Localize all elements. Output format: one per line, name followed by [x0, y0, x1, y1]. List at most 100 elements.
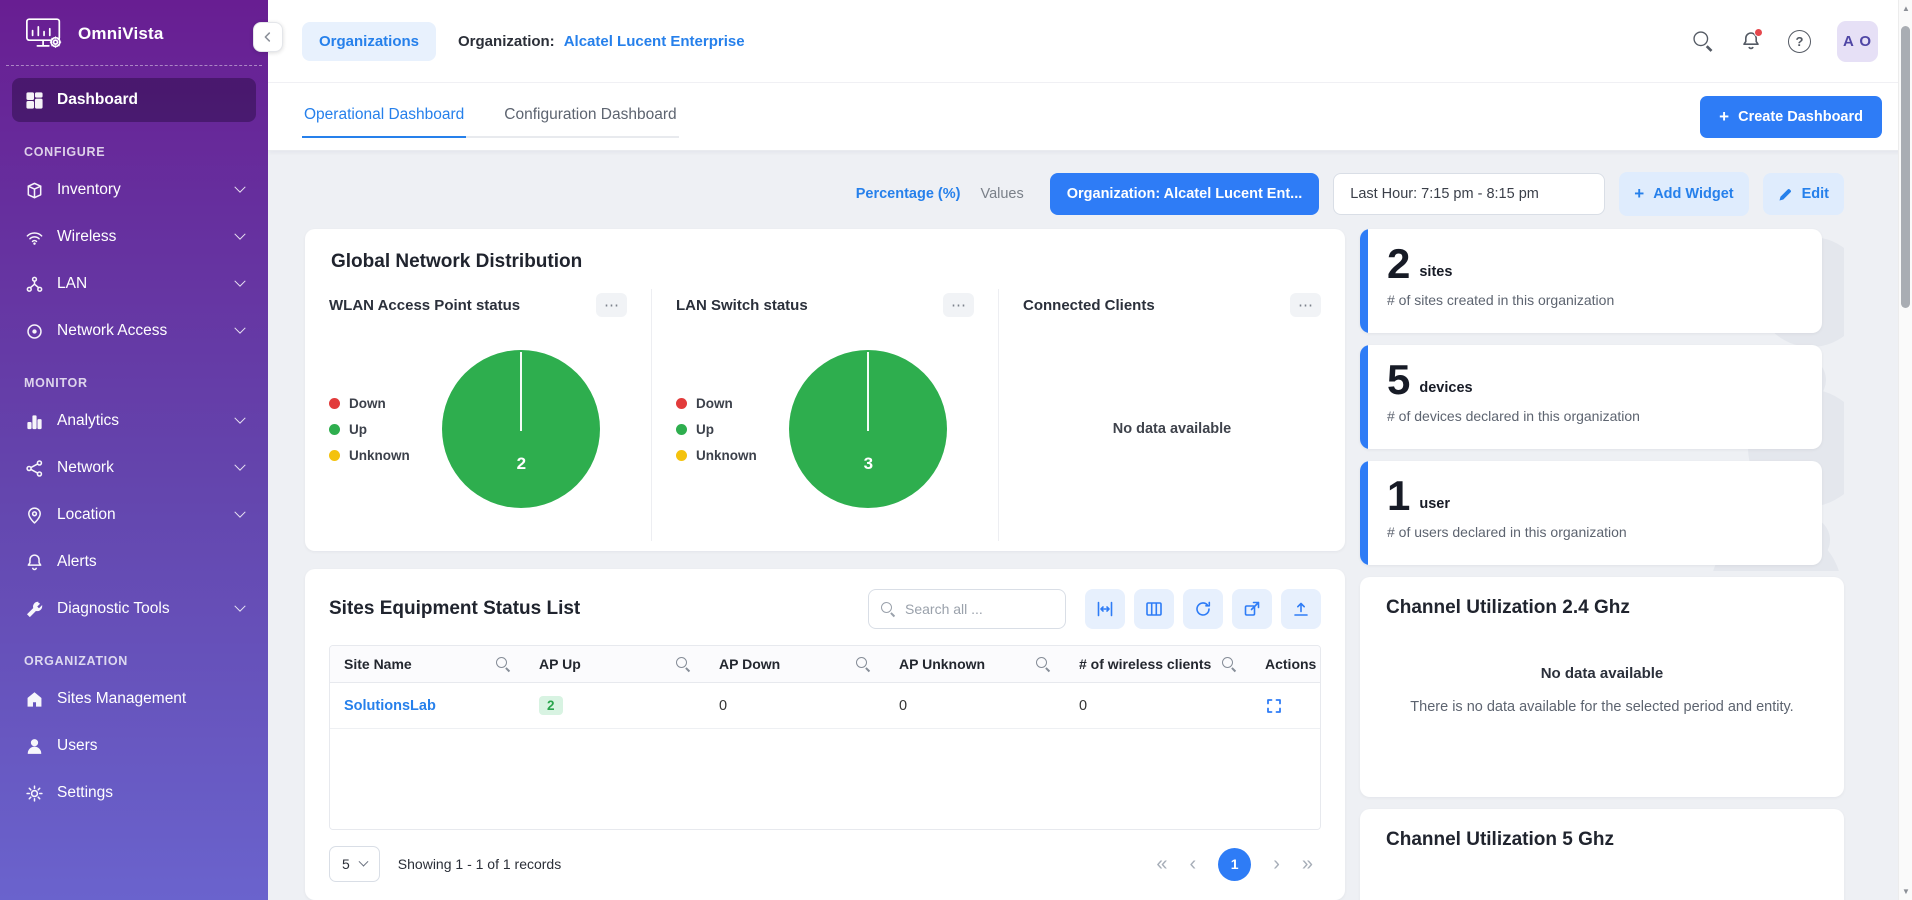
notifications-bell-icon[interactable]	[1740, 28, 1763, 52]
plus-icon	[1634, 185, 1644, 203]
refresh-button[interactable]	[1183, 589, 1223, 629]
column-search-icon[interactable]	[676, 656, 691, 672]
more-options-icon[interactable]	[943, 293, 974, 317]
more-options-icon[interactable]	[596, 293, 627, 317]
sidebar-item-label: Dashboard	[57, 91, 138, 108]
search-all-box	[868, 589, 1066, 629]
site-name-link[interactable]: SolutionsLab	[344, 697, 436, 714]
chevron-left-icon	[264, 32, 271, 42]
sidebar-item-alerts[interactable]: Alerts	[12, 540, 256, 584]
legend-label: Up	[696, 421, 714, 437]
dashboard-tabs-bar: Operational Dashboard Configuration Dash…	[268, 83, 1912, 151]
add-widget-button[interactable]: Add Widget	[1619, 172, 1749, 216]
fit-width-button[interactable]	[1085, 589, 1125, 629]
stat-value: 5	[1387, 356, 1411, 403]
search-all-input[interactable]	[905, 601, 1053, 617]
organization-name-link[interactable]: Alcatel Lucent Enterprise	[563, 32, 745, 50]
vertical-scrollbar[interactable]	[1898, 0, 1912, 900]
lan-switch-pie-chart[interactable]: 3	[789, 350, 948, 508]
sidebar-item-location[interactable]: Location	[12, 493, 256, 537]
sidebar-item-label: Network Access	[57, 322, 168, 339]
search-icon	[881, 601, 896, 617]
tab-operational-dashboard[interactable]: Operational Dashboard	[302, 96, 467, 138]
chevron-down-icon	[358, 856, 369, 867]
sidebar-item-dashboard[interactable]: Dashboard	[12, 78, 256, 122]
export-button[interactable]	[1232, 589, 1272, 629]
wlan-ap-pie-chart[interactable]: 2	[442, 350, 601, 508]
column-header-ap-down[interactable]: AP Down	[705, 646, 885, 682]
right-column: 2 sites # of sites created in this organ…	[1360, 229, 1844, 900]
yellow-dot-icon	[676, 449, 687, 461]
column-label: AP Unknown	[899, 656, 986, 672]
stat-description: # of sites created in this organization	[1387, 291, 1615, 308]
network-access-icon	[24, 321, 44, 341]
stat-value: 2	[1387, 240, 1411, 287]
column-search-icon[interactable]	[1036, 656, 1051, 672]
scrollbar-thumb[interactable]	[1901, 26, 1910, 308]
column-search-icon[interactable]	[1222, 656, 1237, 672]
sidebar-item-network-access[interactable]: Network Access	[12, 309, 256, 353]
add-widget-label: Add Widget	[1653, 186, 1734, 202]
plus-icon	[1719, 108, 1729, 126]
tab-configuration-dashboard[interactable]: Configuration Dashboard	[504, 105, 677, 123]
column-header-site-name[interactable]: Site Name	[330, 646, 525, 682]
avatar[interactable]: A O	[1837, 20, 1878, 62]
fit-width-icon	[1097, 601, 1113, 617]
create-dashboard-button[interactable]: Create Dashboard	[1700, 95, 1882, 138]
global-network-title: Global Network Distribution	[331, 251, 583, 272]
edit-button[interactable]: Edit	[1762, 173, 1844, 215]
sidebar-item-users[interactable]: Users	[12, 724, 256, 768]
expand-row-button[interactable]	[1265, 697, 1283, 715]
ap-up-badge: 2	[539, 696, 563, 715]
column-header-ap-unknown[interactable]: AP Unknown	[885, 646, 1065, 682]
edit-label: Edit	[1801, 186, 1829, 202]
gear-icon	[24, 783, 44, 803]
column-header-actions: Actions	[1251, 646, 1320, 682]
upload-button[interactable]	[1281, 589, 1321, 629]
page-size-select[interactable]: 5	[329, 846, 380, 882]
sidebar-item-sites-management[interactable]: Sites Management	[12, 677, 256, 721]
column-header-wireless-clients[interactable]: # of wireless clients	[1065, 646, 1251, 682]
sidebar-item-label: Inventory	[57, 181, 121, 198]
toggle-percentage[interactable]: Percentage (%)	[855, 186, 961, 202]
pie-legend: Down Up Unknown	[676, 396, 757, 463]
last-page-button[interactable]	[1302, 854, 1313, 874]
sidebar-item-wireless[interactable]: Wireless	[12, 215, 256, 259]
next-page-button[interactable]	[1273, 854, 1280, 874]
stat-unit: sites	[1419, 263, 1453, 280]
chevron-down-icon	[234, 275, 246, 287]
sidebar-collapse-button[interactable]	[253, 22, 283, 52]
sidebar-item-lan[interactable]: LAN	[12, 262, 256, 306]
pencil-icon	[1779, 188, 1791, 200]
chevron-down-icon	[234, 600, 246, 612]
scroll-down-arrow[interactable]	[1899, 887, 1912, 896]
column-header-ap-up[interactable]: AP Up	[525, 646, 705, 682]
current-page-button[interactable]: 1	[1218, 847, 1252, 881]
previous-page-button[interactable]	[1190, 854, 1197, 874]
sidebar-item-settings[interactable]: Settings	[12, 771, 256, 815]
help-icon[interactable]	[1788, 29, 1811, 53]
column-search-icon[interactable]	[856, 656, 871, 672]
column-search-icon[interactable]	[496, 656, 511, 672]
organizations-button[interactable]: Organizations	[302, 21, 437, 61]
first-page-button[interactable]	[1156, 854, 1167, 874]
search-icon[interactable]	[1693, 30, 1714, 49]
header-actions: A O	[1693, 20, 1878, 62]
notification-badge	[1754, 28, 1763, 37]
sidebar-item-network[interactable]: Network	[12, 446, 256, 490]
organization-filter-button[interactable]: Organization: Alcatel Lucent Ent...	[1049, 173, 1320, 215]
toggle-values[interactable]: Values	[980, 186, 1024, 202]
sidebar-item-label: Sites Management	[57, 690, 187, 707]
channel-5-title: Channel Utilization 5 Ghz	[1386, 829, 1615, 850]
more-options-icon[interactable]	[1290, 293, 1321, 317]
stat-description: # of users declared in this organization	[1387, 523, 1627, 540]
columns-button[interactable]	[1134, 589, 1174, 629]
sidebar-item-inventory[interactable]: Inventory	[12, 168, 256, 212]
scroll-up-arrow[interactable]	[1899, 4, 1912, 13]
legend-item-down: Down	[329, 396, 410, 411]
time-range-selector[interactable]: Last Hour: 7:15 pm - 8:15 pm	[1333, 173, 1606, 215]
sidebar-item-diagnostic-tools[interactable]: Diagnostic Tools	[12, 587, 256, 631]
green-dot-icon	[676, 423, 687, 435]
sidebar-item-analytics[interactable]: Analytics	[12, 399, 256, 443]
sidebar-item-label: LAN	[57, 275, 88, 292]
